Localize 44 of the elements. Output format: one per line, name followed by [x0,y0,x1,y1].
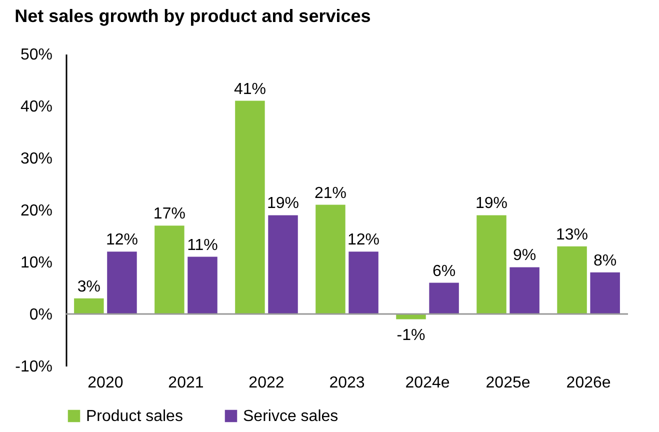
data-label: 9% [512,247,536,264]
x-tick-label: 2024e [405,374,450,392]
data-label: 13% [556,226,588,244]
bar [107,252,137,314]
y-tick-label: 0% [29,306,52,324]
legend-label: Serivce sales [243,408,338,425]
data-label: 3% [77,278,100,296]
data-label: 12% [348,232,380,249]
y-tick-label: 30% [20,150,52,168]
x-tick-label: 2022 [248,374,284,392]
bar [188,256,218,314]
data-label: 8% [594,252,617,270]
x-tick-label: 2020 [88,374,124,392]
x-tick-label: 2023 [329,374,365,392]
data-label: 6% [432,262,456,280]
bar [235,100,265,314]
chart-title: Net sales growth by product and services [14,6,371,26]
bar [510,267,540,314]
y-tick-label: 20% [20,202,52,220]
bar [154,226,184,314]
bar [74,298,104,314]
x-tick-label: 2026e [566,374,611,392]
bar [590,272,620,314]
data-label: 21% [314,184,346,202]
bar [557,246,587,314]
data-label: 11% [187,236,218,254]
y-tick-label: -10% [15,358,52,376]
y-tick-label: 50% [20,46,52,64]
legend-label: Product sales [86,408,183,425]
data-label: -1% [396,327,426,344]
x-tick-label: 2021 [168,374,204,392]
bar [316,204,346,314]
x-tick-label: 2025e [486,374,530,392]
bar [476,215,506,314]
data-label: 12% [106,232,138,249]
bar [348,252,378,314]
data-label: 19% [475,195,508,212]
y-tick-label: 10% [20,254,52,272]
bar [268,215,298,314]
y-tick-label: 40% [20,98,52,116]
bar [429,282,459,314]
data-label: 19% [266,195,300,212]
data-label: 17% [153,206,186,223]
data-label: 41% [234,80,266,98]
